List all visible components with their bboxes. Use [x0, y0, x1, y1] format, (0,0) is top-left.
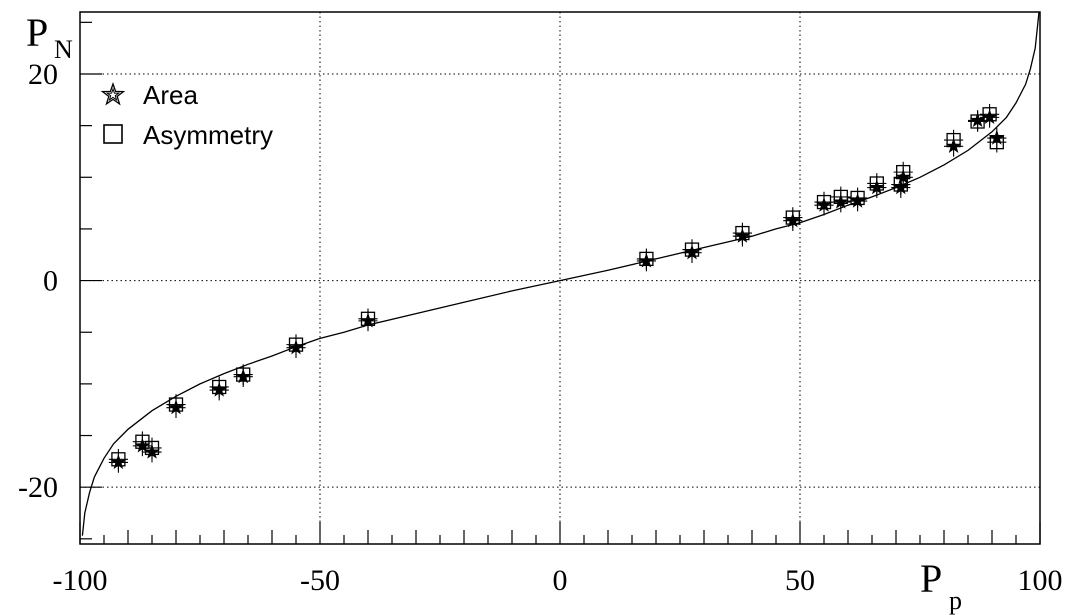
- x-axis-label: P: [920, 556, 942, 601]
- asymmetry-point: [987, 131, 1007, 153]
- legend-label-area: Area: [143, 80, 198, 110]
- asymmetry-point: [166, 394, 186, 415]
- asymmetry-point: [636, 248, 656, 270]
- asymmetry-point: [142, 437, 162, 459]
- star-icon: [100, 82, 126, 106]
- y-axis-label: P: [26, 10, 48, 55]
- asymmetry-point: [867, 173, 887, 194]
- x-axis-label-sub: p: [949, 586, 962, 615]
- y-tick-label: -20: [18, 471, 58, 504]
- asymmetry-point: [732, 222, 752, 244]
- asymmetry-point: [233, 364, 253, 385]
- theory-curve: [81, 12, 1040, 536]
- asymmetry-point: [814, 191, 834, 213]
- x-tick-label: -50: [300, 564, 340, 597]
- x-axis-title: P p: [920, 556, 962, 615]
- asymmetry-point: [682, 239, 702, 260]
- legend-item-asymmetry: Asymmetry: [103, 120, 273, 150]
- legend-item-area: Area: [100, 80, 198, 110]
- y-tick-label: 0: [43, 265, 58, 298]
- square-icon: [103, 124, 123, 144]
- asymmetry-point: [893, 161, 913, 183]
- asymmetry-point: [980, 103, 1000, 125]
- legend: Area Asymmetry: [100, 80, 273, 150]
- y-axis-label-sub: N: [54, 35, 73, 64]
- y-tick-label: 20: [28, 58, 58, 91]
- x-tick-label: 0: [553, 564, 568, 597]
- asymmetry-point: [944, 129, 964, 151]
- asymmetry-point: [831, 186, 851, 208]
- asymmetry-point: [968, 111, 988, 132]
- asymmetry-point: [286, 334, 306, 355]
- y-axis-title: P N: [26, 10, 73, 64]
- asymmetry-point: [108, 448, 128, 470]
- asymmetry-point: [209, 376, 229, 398]
- data-points: [108, 103, 1007, 473]
- asymmetry-point: [358, 308, 378, 330]
- asymmetry-point: [848, 187, 868, 209]
- tick-labels: -100 -50 0 50 100 -20 0 20: [18, 58, 1063, 597]
- x-tick-label: 50: [785, 564, 815, 597]
- legend-label-asymmetry: Asymmetry: [143, 120, 273, 150]
- asymmetry-point: [783, 207, 803, 228]
- x-tick-label: 100: [1018, 564, 1063, 597]
- grid-lines: [80, 12, 1040, 544]
- x-tick-label: -100: [53, 564, 108, 597]
